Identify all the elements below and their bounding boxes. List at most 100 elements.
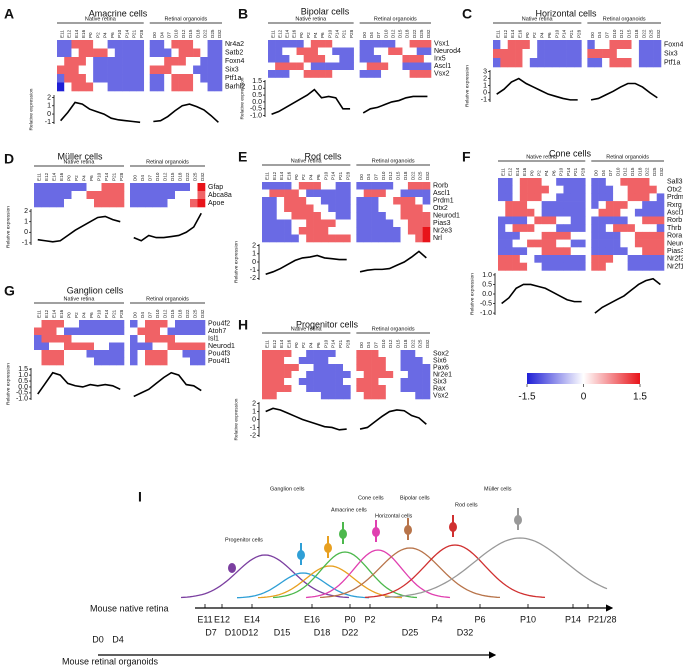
- sample-label: D32: [200, 172, 205, 181]
- heatmap-cell: [343, 189, 351, 198]
- cell-type-label: Progenitor cells: [225, 537, 263, 543]
- heatmap-cell: [356, 204, 365, 213]
- heatmap-cell: [185, 48, 194, 58]
- gene-label: Six3: [433, 378, 447, 385]
- heatmap-cell: [41, 342, 50, 351]
- heatmap-cell: [100, 74, 108, 83]
- heatmap-cell: [415, 204, 423, 213]
- heatmap-cell: [109, 199, 117, 208]
- heatmap-cell: [149, 40, 158, 49]
- heatmap-cell: [152, 183, 161, 192]
- heatmap-cell: [71, 48, 79, 58]
- heatmap-cell: [527, 224, 535, 233]
- sample-label: P21: [569, 29, 574, 38]
- heatmap-cell: [613, 201, 621, 210]
- heatmap-cell: [407, 212, 416, 220]
- group-label: Retinal organoids: [372, 158, 415, 164]
- sample-label: E14: [285, 29, 290, 38]
- heatmap-cell: [275, 47, 283, 56]
- gene-label: Ptf1a: [664, 59, 680, 66]
- heatmap-cell: [86, 183, 95, 192]
- heatmap-cell: [527, 185, 535, 194]
- heatmap-cell: [160, 183, 168, 192]
- sample-label: D22: [410, 339, 415, 348]
- heatmap-cell: [587, 49, 596, 59]
- gene-label: Sox2: [433, 350, 449, 357]
- stage-label: D25: [402, 627, 419, 637]
- heatmap-cell: [556, 201, 564, 210]
- y-axis-label: Relative expression: [233, 398, 239, 440]
- heatmap-cell: [328, 197, 336, 205]
- heatmap-cell: [262, 227, 270, 235]
- heatmap-cell: [519, 255, 528, 263]
- heatmap-cell: [200, 74, 208, 83]
- heatmap-cell: [649, 208, 658, 217]
- heatmap-cell: [598, 224, 607, 233]
- sample-label: P14: [566, 167, 571, 176]
- heatmap-cell: [276, 227, 285, 235]
- heatmap-cell: [522, 58, 531, 68]
- heatmap-cell: [642, 231, 650, 240]
- heatmap-cell: [320, 364, 329, 372]
- heatmap-cell: [64, 40, 72, 49]
- heatmap-cell: [298, 219, 307, 228]
- heatmap-cell: [94, 335, 102, 343]
- heatmap-cell: [570, 201, 579, 210]
- heatmap-cell: [613, 247, 621, 256]
- heatmap-cell: [79, 191, 87, 200]
- heatmap-cell: [385, 385, 394, 393]
- heatmap-cell: [71, 357, 80, 366]
- heatmap-cell: [167, 191, 176, 200]
- heatmap-cell: [587, 58, 596, 68]
- heatmap-cell: [371, 371, 379, 379]
- sample-label: P14: [562, 29, 567, 38]
- heatmap-cell: [262, 189, 270, 198]
- heatmap-cell: [313, 234, 322, 243]
- heatmap-cell: [156, 40, 165, 49]
- heatmap-cell: [310, 55, 319, 63]
- heatmap-cell: [359, 47, 368, 56]
- heatmap-cell: [320, 219, 329, 228]
- heatmap-cell: [548, 178, 557, 186]
- heatmap-cell: [400, 378, 409, 386]
- heatmap-cell: [591, 231, 599, 240]
- heatmap-cell: [284, 182, 292, 190]
- heatmap-cell: [56, 357, 65, 366]
- heatmap-cell: [339, 55, 347, 63]
- heatmap-cell: [86, 320, 95, 328]
- expression-line: [37, 371, 121, 395]
- heatmap-cell: [409, 47, 418, 56]
- heatmap-cell: [415, 212, 423, 220]
- heatmap-cell: [335, 378, 344, 386]
- heatmap-cell: [136, 74, 145, 83]
- heatmap-cell: [101, 199, 110, 208]
- heatmap-cell: [656, 239, 665, 248]
- heatmap-cell: [512, 231, 521, 240]
- heatmap-cell: [49, 199, 57, 208]
- heatmap-cell: [381, 70, 389, 78]
- y-axis-label: Relative expression: [5, 363, 11, 405]
- heatmap-cell: [359, 55, 368, 63]
- heatmap-cell: [373, 40, 382, 48]
- heatmap-cell: [328, 350, 336, 358]
- heatmap-cell: [164, 65, 172, 75]
- heatmap-cell: [276, 385, 285, 393]
- heatmap-cell: [79, 335, 87, 343]
- heatmap-cell: [313, 189, 322, 198]
- sample-label: E16: [522, 167, 527, 176]
- heatmap-cell: [500, 40, 509, 50]
- heatmap-cell: [613, 231, 621, 240]
- heatmap-cell: [570, 255, 579, 263]
- sample-label: D25: [210, 29, 215, 38]
- heatmap-cell: [185, 74, 194, 83]
- heatmap-cell: [534, 255, 542, 263]
- group-label: Retinal organoids: [374, 16, 417, 22]
- sample-label: P10: [559, 167, 564, 176]
- heatmap-cell: [335, 364, 344, 372]
- heatmap-cell: [56, 327, 65, 336]
- heatmap-cell: [371, 189, 379, 198]
- stage-label: D0: [92, 634, 104, 644]
- heatmap-cell: [371, 219, 379, 228]
- heatmap-cell: [122, 65, 130, 75]
- heatmap-cell: [275, 40, 283, 48]
